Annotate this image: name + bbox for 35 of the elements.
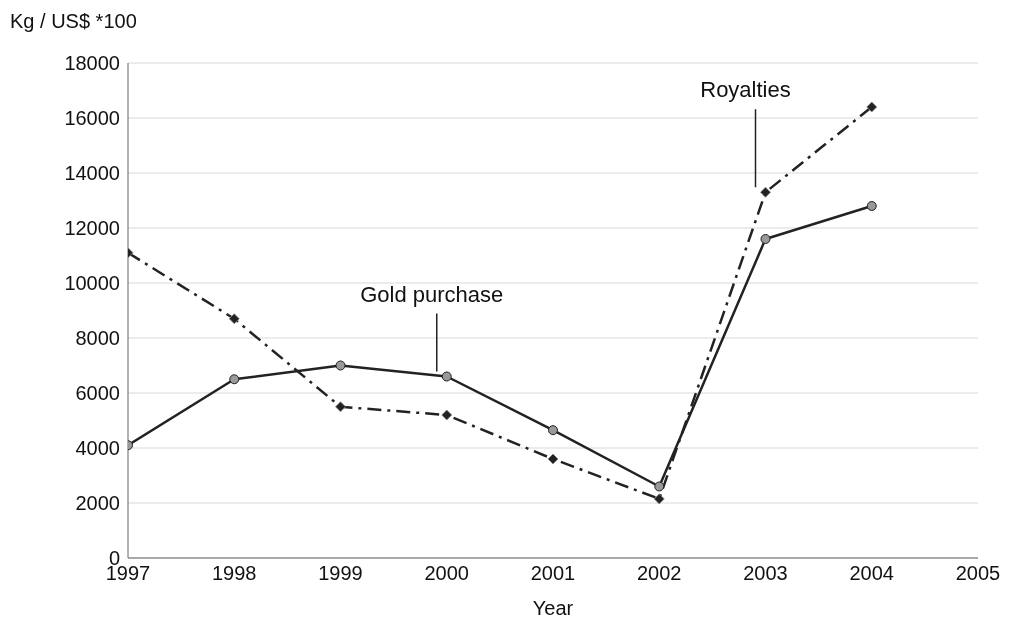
x-tick-label: 2003 bbox=[743, 562, 788, 585]
y-tick-label: 14000 bbox=[64, 162, 120, 185]
x-axis-title: Year bbox=[532, 597, 574, 619]
y-tick-label: 12000 bbox=[64, 217, 120, 240]
point bbox=[653, 493, 665, 505]
point bbox=[228, 313, 240, 325]
text: Royalties bbox=[700, 77, 791, 103]
y-axis-title: Kg / US$ *100 bbox=[10, 10, 137, 33]
point bbox=[760, 186, 771, 198]
y-tick-label: 16000 bbox=[64, 107, 120, 130]
point bbox=[760, 234, 771, 244]
point bbox=[547, 453, 559, 465]
x-tick-label: 2005 bbox=[955, 562, 1001, 585]
y-tick-label: 2000 bbox=[75, 492, 120, 515]
point bbox=[441, 371, 452, 382]
y-tick-label: 6000 bbox=[75, 382, 120, 405]
point bbox=[866, 101, 878, 113]
x-tick-label: 2000 bbox=[424, 562, 469, 585]
y-tick-label: 4000 bbox=[75, 437, 120, 460]
point bbox=[335, 360, 346, 371]
y-tick-label: 18000 bbox=[64, 52, 120, 75]
x-tick-label: 1999 bbox=[318, 562, 363, 585]
y-tick-label: 8000 bbox=[75, 327, 120, 350]
x-tick-label: 1998 bbox=[212, 562, 257, 585]
text: Gold purchase bbox=[360, 281, 504, 307]
x-tick-label: 2002 bbox=[637, 562, 682, 585]
x-tick-label: 2001 bbox=[530, 562, 576, 585]
point bbox=[866, 201, 877, 211]
point bbox=[548, 425, 558, 436]
point bbox=[335, 401, 346, 413]
x-tick-label: 2004 bbox=[849, 562, 894, 585]
point bbox=[441, 409, 453, 421]
y-tick-label: 10000 bbox=[64, 272, 120, 295]
point bbox=[654, 481, 665, 492]
point bbox=[229, 374, 240, 385]
